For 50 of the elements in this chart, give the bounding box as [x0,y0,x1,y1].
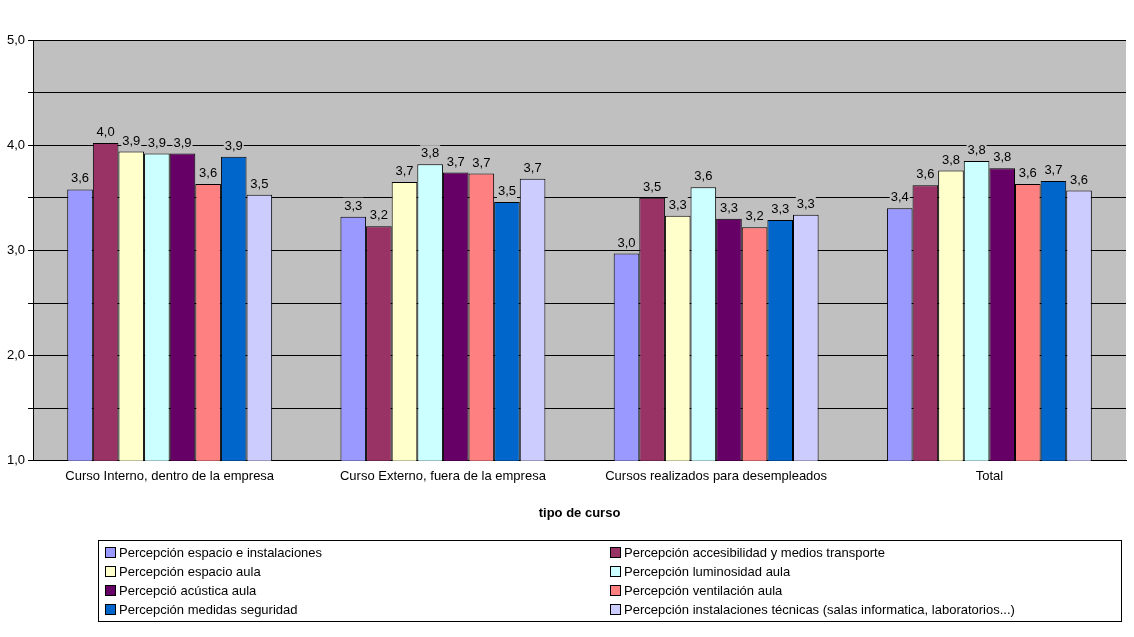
data-label: 3,3 [719,199,738,215]
y-tick-label: 2,0 [6,347,26,363]
data-label: 3,7 [472,154,491,170]
data-label: 3,8 [967,142,986,158]
data-label: 3,8 [421,145,440,161]
data-label: 3,5 [643,178,662,194]
data-label: 3,9 [122,132,141,148]
data-label: 3,5 [250,175,269,191]
data-label: 3,8 [993,149,1012,165]
data-label: 3,3 [771,200,790,216]
data-label: 3,9 [147,134,166,150]
data-label: 3,3 [796,195,815,211]
legend-label: Percepción ventilación aula [624,583,783,598]
data-label: 3,7 [1044,162,1063,178]
legend-label: Percepción instalaciones técnicas (salas informatica, laboratorios...) [624,602,1015,617]
data-label: 3,2 [745,208,764,224]
x-tick-label: Curso Externo, fuera de la empresa [339,468,547,484]
legend-label: Percepción espacio e instalaciones [119,545,323,560]
y-tick-label: 3,0 [6,241,26,257]
x-tick-label: Total [975,468,1004,484]
legend-label: Percepción medidas seguridad [119,602,298,617]
data-label: 3,7 [446,153,465,169]
y-tick-label: 4,0 [6,136,26,152]
x-tick-label: Curso Interno, dentro de la empresa [65,468,275,484]
legend-label: Percepción espacio aula [119,564,261,579]
data-label: 3,8 [941,151,960,167]
data-label: 3,7 [523,159,542,175]
data-label: 3,5 [497,183,516,199]
data-label: 3,6 [70,170,90,186]
data-label: 3,6 [694,168,713,184]
data-label: 3,3 [344,197,363,213]
y-tick-label: 1,0 [6,452,26,468]
legend-label: Percepció acústica aula [119,583,257,598]
data-label: 3,6 [1018,165,1037,181]
data-label: 3,3 [668,196,687,212]
data-label: 4,0 [96,124,115,140]
data-label: 3,6 [1070,171,1089,187]
data-label: 3,4 [890,189,909,205]
x-axis-title: tipo de curso [538,504,621,520]
legend-label: Percepción luminosidad aula [624,564,791,579]
data-label: 3,6 [916,166,935,182]
data-label: 3,7 [395,163,414,179]
data-label: 3,9 [173,134,192,150]
y-tick-label: 5,0 [6,31,26,47]
legend-label: Percepción accesibilidad y medios transporte [624,545,885,560]
data-label: 3,2 [369,207,388,223]
data-label: 3,6 [199,165,218,181]
data-label: 3,0 [617,234,636,250]
x-tick-label: Cursos realizados para desempleados [605,468,828,484]
data-label: 3,9 [224,137,243,153]
